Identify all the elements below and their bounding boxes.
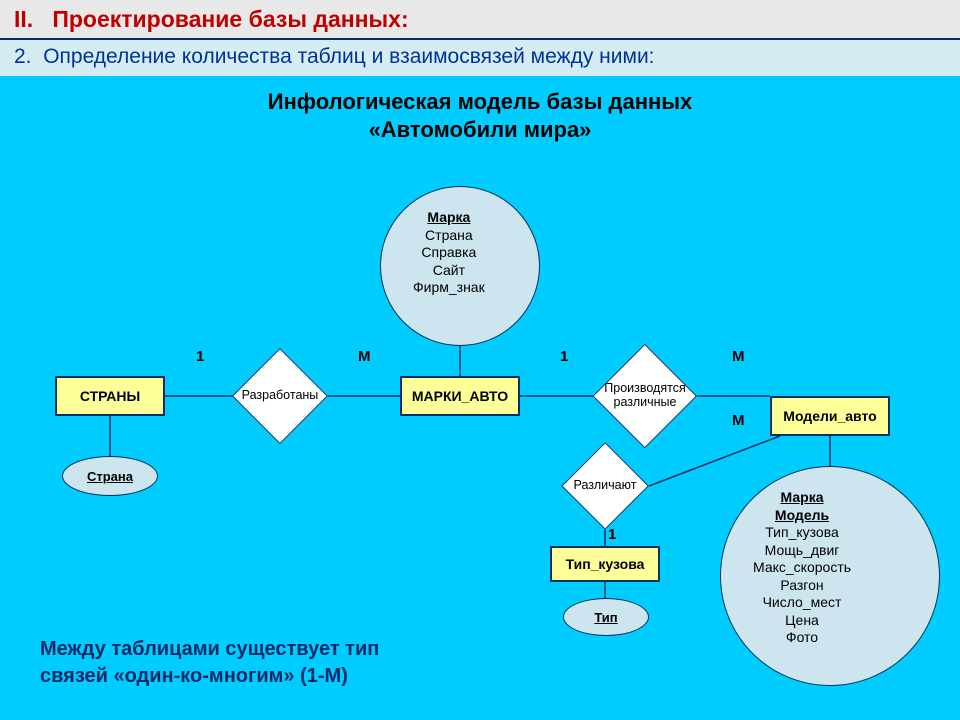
- entity-label: Тип_кузова: [566, 556, 645, 572]
- header-roman: II.: [14, 6, 33, 32]
- entity-label: СТРАНЫ: [80, 388, 140, 404]
- subheader-num: 2.: [14, 45, 32, 68]
- attr-label: Тип: [594, 610, 617, 625]
- entity-countries: СТРАНЫ: [55, 376, 165, 416]
- footnote-line2: связей «один-ко-многим» (1-М): [40, 665, 348, 687]
- relationship-produced: Производятся различные: [608, 359, 682, 433]
- subheader-text: Определение количества таблиц и взаимосв…: [43, 45, 654, 68]
- attr-models-list: МаркаМодельТип_кузоваМощь_двигМакс_скоро…: [720, 466, 940, 686]
- attr-country: Страна: [62, 456, 158, 496]
- footnote: Между таблицами существует тип связей «о…: [40, 636, 379, 690]
- attr-type: Тип: [563, 598, 649, 636]
- cardinality: M: [732, 348, 745, 365]
- footnote-line1: Между таблицами существует тип: [40, 638, 379, 660]
- title-line1: Инфологическая модель базы данных: [268, 89, 693, 114]
- attr-brands-list: МаркаСтранаСправкаСайтФирм_знак: [380, 186, 540, 346]
- header-main: II. Проектирование базы данных:: [0, 0, 960, 40]
- entity-brands: МАРКИ_АВТО: [400, 376, 520, 416]
- title-line2: «Автомобили мира»: [369, 117, 592, 142]
- relationship-developed: Разработаны: [246, 362, 314, 430]
- cardinality: M: [732, 412, 745, 429]
- cardinality: 1: [196, 348, 204, 365]
- cardinality: 1: [560, 348, 568, 365]
- entity-models: Модели_авто: [770, 396, 890, 436]
- subheader: 2. Определение количества таблиц и взаим…: [0, 40, 960, 76]
- relationship-label: Различают: [555, 455, 655, 517]
- relationship-differ: Различают: [574, 455, 636, 517]
- attr-lines: МаркаСтранаСправкаСайтФирм_знак: [413, 209, 485, 297]
- attr-label: Страна: [87, 469, 133, 484]
- diagram-title: Инфологическая модель базы данных «Автом…: [0, 88, 960, 143]
- relationship-label: Разработаны: [226, 362, 335, 430]
- header-title: Проектирование базы данных:: [52, 6, 408, 32]
- entity-label: МАРКИ_АВТО: [412, 388, 508, 404]
- attr-lines: МаркаМодельТип_кузоваМощь_двигМакс_скоро…: [753, 489, 851, 647]
- diagram-canvas: Инфологическая модель базы данных «Автом…: [0, 76, 960, 720]
- cardinality: M: [358, 348, 371, 365]
- entity-bodytype: Тип_кузова: [550, 546, 660, 582]
- entity-label: Модели_авто: [783, 408, 876, 424]
- relationship-label: Производятся различные: [586, 359, 704, 433]
- cardinality: 1: [608, 526, 616, 543]
